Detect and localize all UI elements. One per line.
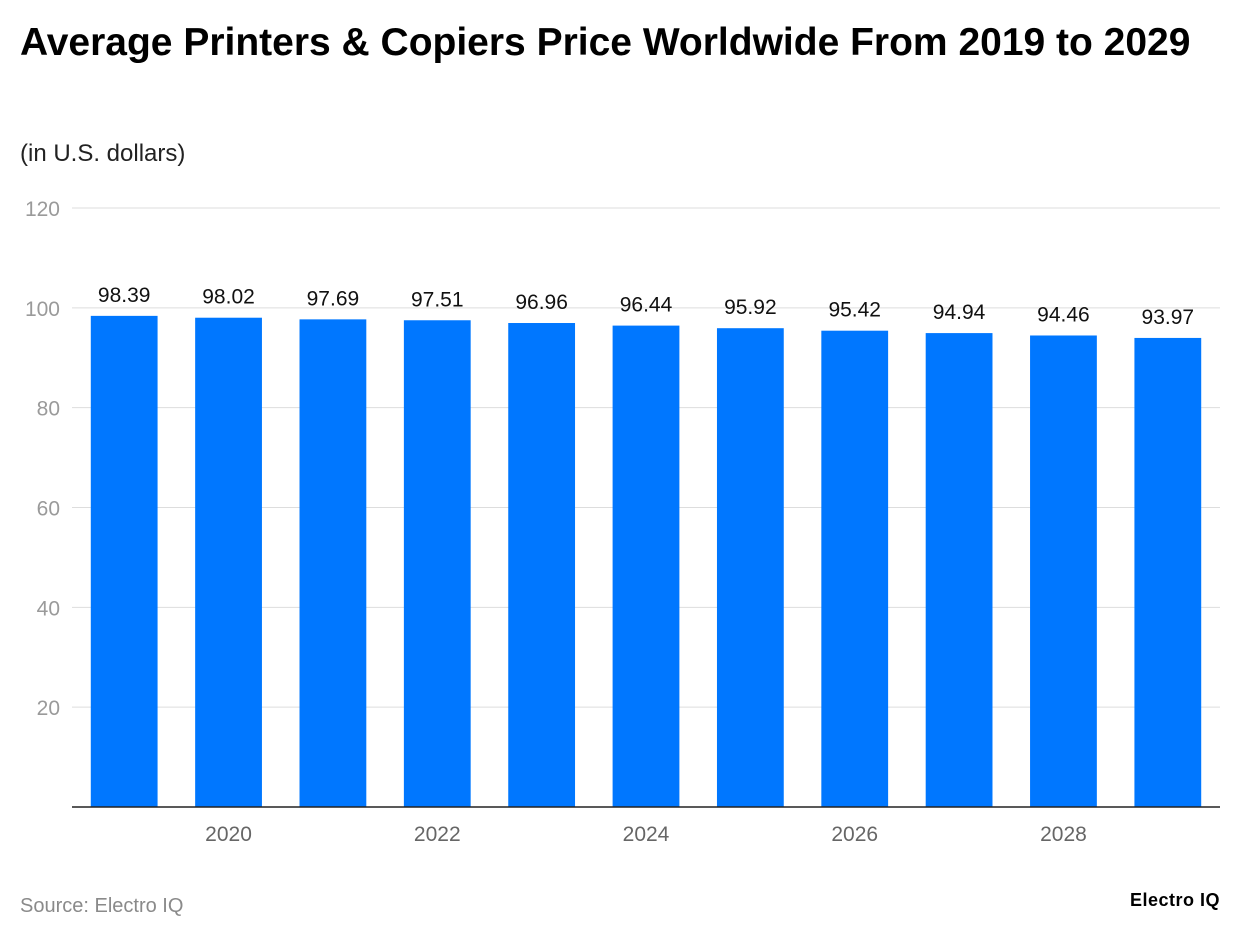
bar	[1134, 337, 1202, 807]
y-tick-label: 80	[37, 398, 60, 421]
bar	[299, 319, 367, 807]
y-tick-label: 20	[37, 697, 60, 720]
y-tick-label: 60	[37, 498, 60, 521]
chart-subtitle: (in U.S. dollars)	[20, 140, 186, 167]
data-label: 94.94	[933, 301, 986, 324]
bar	[925, 333, 993, 807]
x-tick-label: 2028	[1040, 823, 1087, 846]
bar	[821, 330, 889, 807]
bar	[1030, 335, 1097, 807]
data-label: 98.39	[98, 284, 151, 307]
data-label: 96.96	[515, 291, 568, 314]
data-label: 95.42	[828, 299, 881, 322]
data-label: 95.92	[724, 296, 777, 319]
chart-title: Average Printers & Copiers Price Worldwi…	[20, 21, 1191, 64]
y-tick-label: 40	[37, 597, 60, 620]
bar	[195, 317, 262, 807]
bar	[508, 323, 576, 807]
bar	[716, 328, 784, 807]
bar	[90, 315, 158, 807]
data-label: 98.02	[202, 286, 255, 309]
x-tick-label: 2020	[205, 823, 252, 846]
bar	[612, 325, 680, 807]
data-label: 93.97	[1142, 306, 1195, 329]
data-label: 97.51	[411, 288, 464, 311]
x-tick-label: 2024	[623, 823, 670, 846]
brand-logo: Electro IQ	[1129, 890, 1220, 910]
x-tick-label: 2026	[831, 823, 878, 846]
x-tick-label: 2022	[414, 823, 461, 846]
source-note: Source: Electro IQ	[20, 895, 184, 917]
bar	[403, 320, 471, 807]
y-tick-label: 100	[25, 298, 60, 321]
data-label: 97.69	[307, 287, 360, 310]
data-label: 94.46	[1037, 303, 1090, 326]
y-tick-label: 120	[25, 198, 60, 221]
data-label: 96.44	[620, 294, 673, 317]
